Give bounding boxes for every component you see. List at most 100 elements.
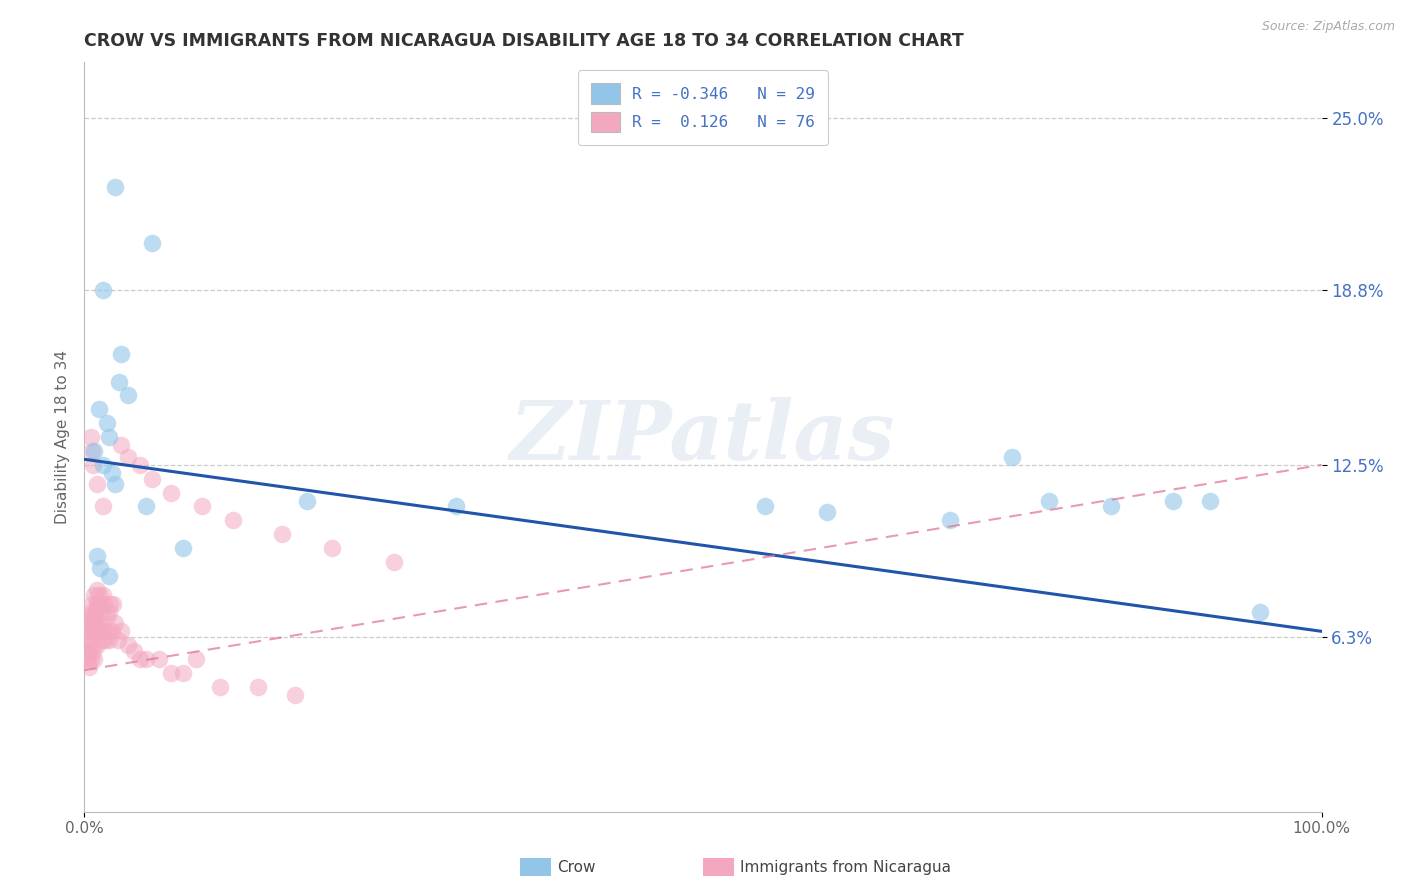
- Point: [82, 644, 104, 658]
- Point: [1199, 494, 1222, 508]
- Text: Crow: Crow: [557, 860, 595, 874]
- Point: [1249, 605, 1271, 619]
- Point: [98, 597, 121, 611]
- Point: [82, 610, 104, 624]
- Point: [89, 402, 111, 417]
- Point: [83, 652, 105, 666]
- Point: [96, 416, 118, 430]
- Point: [172, 541, 194, 555]
- Point: [172, 665, 194, 680]
- Point: [80, 444, 103, 458]
- Point: [382, 555, 405, 569]
- Point: [86, 615, 108, 630]
- Point: [91, 458, 114, 472]
- Point: [1099, 500, 1122, 514]
- Point: [91, 588, 114, 602]
- Text: ZIPatlas: ZIPatlas: [510, 397, 896, 477]
- Point: [100, 624, 122, 639]
- Point: [94, 632, 117, 647]
- Point: [184, 652, 207, 666]
- Point: [76, 632, 98, 647]
- Point: [222, 513, 245, 527]
- Point: [82, 624, 104, 639]
- Point: [104, 615, 127, 630]
- Text: CROW VS IMMIGRANTS FROM NICARAGUA DISABILITY AGE 18 TO 34 CORRELATION CHART: CROW VS IMMIGRANTS FROM NICARAGUA DISABI…: [84, 32, 965, 50]
- Point: [122, 644, 145, 658]
- Point: [77, 615, 100, 630]
- Point: [77, 638, 100, 652]
- Point: [110, 624, 132, 639]
- Point: [98, 569, 121, 583]
- Point: [79, 652, 101, 666]
- Point: [87, 597, 110, 611]
- Point: [160, 485, 183, 500]
- Point: [135, 500, 157, 514]
- Point: [83, 588, 105, 602]
- Point: [117, 388, 139, 402]
- Text: Immigrants from Nicaragua: Immigrants from Nicaragua: [740, 860, 950, 874]
- Point: [91, 500, 114, 514]
- Point: [246, 680, 269, 694]
- Point: [86, 477, 108, 491]
- Point: [1161, 494, 1184, 508]
- Point: [97, 624, 120, 639]
- Point: [98, 430, 121, 444]
- Point: [83, 624, 105, 639]
- Point: [86, 597, 108, 611]
- Point: [89, 588, 111, 602]
- Point: [93, 597, 115, 611]
- Point: [129, 458, 152, 472]
- Point: [815, 505, 838, 519]
- Point: [80, 638, 103, 652]
- Point: [91, 624, 114, 639]
- Point: [107, 632, 129, 647]
- Point: [89, 597, 111, 611]
- Point: [79, 605, 101, 619]
- Legend: R = -0.346   N = 29, R =  0.126   N = 76: R = -0.346 N = 29, R = 0.126 N = 76: [578, 70, 828, 145]
- Point: [209, 680, 232, 694]
- Point: [89, 624, 111, 639]
- Point: [84, 624, 107, 639]
- Point: [89, 560, 111, 574]
- Point: [79, 610, 101, 624]
- Point: [86, 582, 108, 597]
- Point: [754, 500, 776, 514]
- Point: [96, 610, 118, 624]
- Point: [98, 632, 121, 647]
- Point: [284, 688, 307, 702]
- Point: [129, 652, 152, 666]
- Y-axis label: Disability Age 18 to 34: Disability Age 18 to 34: [55, 350, 70, 524]
- Point: [108, 375, 131, 389]
- Point: [90, 632, 112, 647]
- Point: [90, 605, 112, 619]
- Point: [79, 624, 101, 639]
- Point: [79, 624, 101, 639]
- Point: [79, 430, 101, 444]
- Point: [160, 665, 183, 680]
- Point: [148, 652, 170, 666]
- Point: [91, 283, 114, 297]
- Point: [110, 438, 132, 452]
- Text: Source: ZipAtlas.com: Source: ZipAtlas.com: [1261, 20, 1395, 33]
- Point: [86, 549, 108, 564]
- Point: [80, 615, 103, 630]
- Point: [1001, 450, 1024, 464]
- Point: [80, 597, 103, 611]
- Point: [84, 605, 107, 619]
- Point: [1038, 494, 1060, 508]
- Point: [77, 652, 100, 666]
- Point: [141, 235, 163, 250]
- Point: [191, 500, 214, 514]
- Point: [98, 605, 121, 619]
- Point: [104, 180, 127, 194]
- Point: [83, 444, 105, 458]
- Point: [444, 500, 467, 514]
- Point: [87, 624, 110, 639]
- Point: [79, 644, 101, 658]
- Point: [135, 652, 157, 666]
- Point: [110, 347, 132, 361]
- Point: [321, 541, 343, 555]
- Point: [141, 472, 163, 486]
- Point: [79, 660, 101, 674]
- Point: [101, 597, 124, 611]
